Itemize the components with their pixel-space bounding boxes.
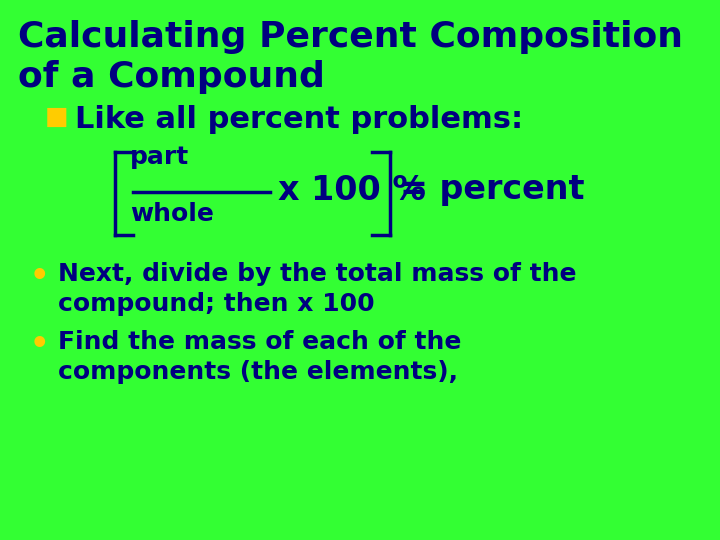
Text: •: • — [30, 330, 50, 359]
Text: whole: whole — [130, 202, 214, 226]
Text: •: • — [30, 262, 50, 291]
Text: ■: ■ — [45, 105, 68, 129]
Text: components (the elements),: components (the elements), — [58, 360, 458, 384]
Text: Like all percent problems:: Like all percent problems: — [75, 105, 523, 134]
Text: = percent: = percent — [400, 173, 585, 206]
Text: x 100 %: x 100 % — [278, 173, 426, 206]
Text: Find the mass of each of the: Find the mass of each of the — [58, 330, 462, 354]
Text: Next, divide by the total mass of the: Next, divide by the total mass of the — [58, 262, 577, 286]
Text: compound; then x 100: compound; then x 100 — [58, 292, 374, 316]
Text: part: part — [130, 145, 189, 169]
Text: Calculating Percent Composition: Calculating Percent Composition — [18, 20, 683, 54]
Text: of a Compound: of a Compound — [18, 60, 325, 94]
